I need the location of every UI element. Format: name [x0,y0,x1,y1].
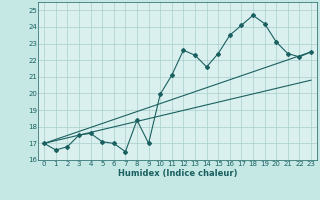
X-axis label: Humidex (Indice chaleur): Humidex (Indice chaleur) [118,169,237,178]
